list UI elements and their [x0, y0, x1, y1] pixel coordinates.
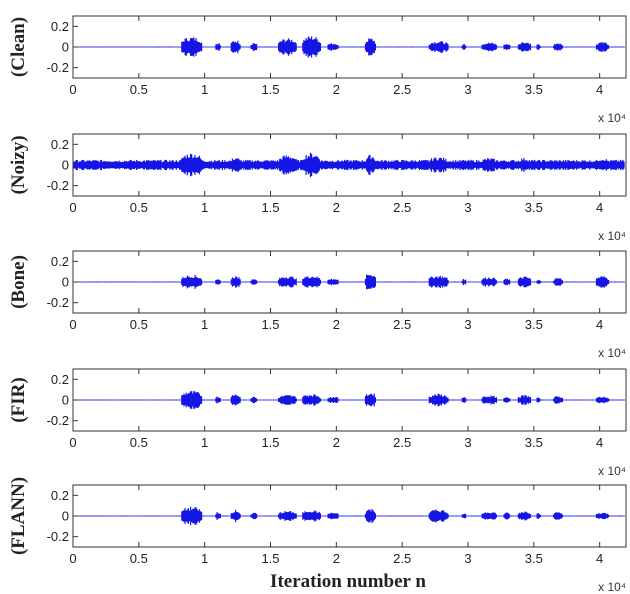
- y-tick-label: -0.2: [47, 60, 69, 75]
- x-tick-label: 0: [69, 551, 76, 566]
- x-tick-label: 1: [201, 200, 208, 215]
- x-tick-label: 0.5: [130, 551, 148, 566]
- y-tick-label: 0.2: [51, 137, 69, 152]
- y-tick-label: 0.2: [51, 488, 69, 503]
- x-tick-label: 4: [596, 200, 603, 215]
- panel-fir: 0.20-0.20 0.5 1 1.5 2 2.5 3 3.5 4x 10⁴(FIR): [8, 368, 627, 478]
- x-multiplier-label: x 10⁴: [598, 111, 626, 125]
- y-axis-label: (Noizy): [8, 135, 29, 194]
- x-multiplier-label: x 10⁴: [598, 229, 626, 243]
- x-tick-label: 3: [464, 435, 471, 450]
- x-multiplier-label: x 10⁴: [598, 464, 626, 478]
- x-tick-label: 2.5: [393, 435, 411, 450]
- y-tick-label: 0: [62, 275, 69, 290]
- y-tick-label: 0.2: [51, 254, 69, 269]
- x-tick-label: 3: [464, 82, 471, 97]
- y-tick-label: -0.2: [47, 413, 69, 428]
- y-tick-label: -0.2: [47, 529, 69, 544]
- x-tick-label: 2: [333, 200, 340, 215]
- x-tick-label: 2: [333, 551, 340, 566]
- x-tick-label: 2: [333, 82, 340, 97]
- panel-bone: 0.20-0.20 0.5 1 1.5 2 2.5 3 3.5 4x 10⁴(Bone): [8, 250, 627, 360]
- x-tick-label: 0.5: [130, 200, 148, 215]
- x-tick-label: 0.5: [130, 435, 148, 450]
- y-tick-label: -0.2: [47, 178, 69, 193]
- panel-noizy: 0.20-0.20 0.5 1 1.5 2 2.5 3 3.5 4x 10⁴(Noizy): [8, 133, 627, 243]
- y-tick-label: 0: [62, 158, 69, 173]
- y-tick-label: 0.2: [51, 19, 69, 34]
- x-tick-label: 0: [69, 317, 76, 332]
- y-tick-label: -0.2: [47, 295, 69, 310]
- x-tick-label: 3.5: [525, 551, 543, 566]
- x-tick-label: 0.5: [130, 82, 148, 97]
- x-multiplier-label: x 10⁴: [598, 580, 626, 594]
- x-tick-label: 1: [201, 435, 208, 450]
- x-tick-label: 1: [201, 551, 208, 566]
- x-tick-label: 0.5: [130, 317, 148, 332]
- x-tick-label: 4: [596, 82, 603, 97]
- x-tick-label: 3.5: [525, 200, 543, 215]
- x-tick-label: 4: [596, 435, 603, 450]
- x-tick-label: 2.5: [393, 551, 411, 566]
- x-tick-label: 3.5: [525, 435, 543, 450]
- y-tick-label: 0: [62, 509, 69, 524]
- x-tick-label: 1: [201, 317, 208, 332]
- x-tick-label: 2.5: [393, 82, 411, 97]
- x-tick-label: 2: [333, 435, 340, 450]
- panel-clean: 0.20-0.20 0.5 1 1.5 2 2.5 3 3.5 4x 10⁴(Clean): [8, 15, 627, 125]
- x-tick-label: 2.5: [393, 200, 411, 215]
- x-tick-label: 1.5: [261, 435, 279, 450]
- x-tick-label: 0: [69, 82, 76, 97]
- y-tick-label: 0.2: [51, 372, 69, 387]
- x-tick-label: 1.5: [261, 317, 279, 332]
- x-tick-label: 2: [333, 317, 340, 332]
- x-tick-label: 3: [464, 200, 471, 215]
- y-tick-label: 0: [62, 40, 69, 55]
- x-tick-label: 4: [596, 551, 603, 566]
- x-tick-label: 1.5: [261, 82, 279, 97]
- x-tick-label: 1.5: [261, 551, 279, 566]
- x-tick-label: 4: [596, 317, 603, 332]
- y-tick-label: 0: [62, 393, 69, 408]
- x-tick-label: 3.5: [525, 82, 543, 97]
- x-tick-label: 3: [464, 317, 471, 332]
- y-axis-label: (Bone): [8, 255, 29, 309]
- x-multiplier-label: x 10⁴: [598, 346, 626, 360]
- x-tick-label: 0: [69, 435, 76, 450]
- x-tick-label: 0: [69, 200, 76, 215]
- x-tick-label: 3: [464, 551, 471, 566]
- x-axis-label: Iteration number n: [270, 571, 426, 592]
- y-axis-label: (FLANN): [8, 477, 29, 555]
- x-tick-label: 3.5: [525, 317, 543, 332]
- y-axis-label: (FIR): [8, 377, 29, 422]
- x-tick-label: 1: [201, 82, 208, 97]
- y-axis-label: (Clean): [8, 17, 29, 77]
- x-tick-label: 1.5: [261, 200, 279, 215]
- x-tick-label: 2.5: [393, 317, 411, 332]
- panel-flann: 0.20-0.20 0.5 1 1.5 2 2.5 3 3.5 4x 10⁴(FLANN): [8, 477, 627, 594]
